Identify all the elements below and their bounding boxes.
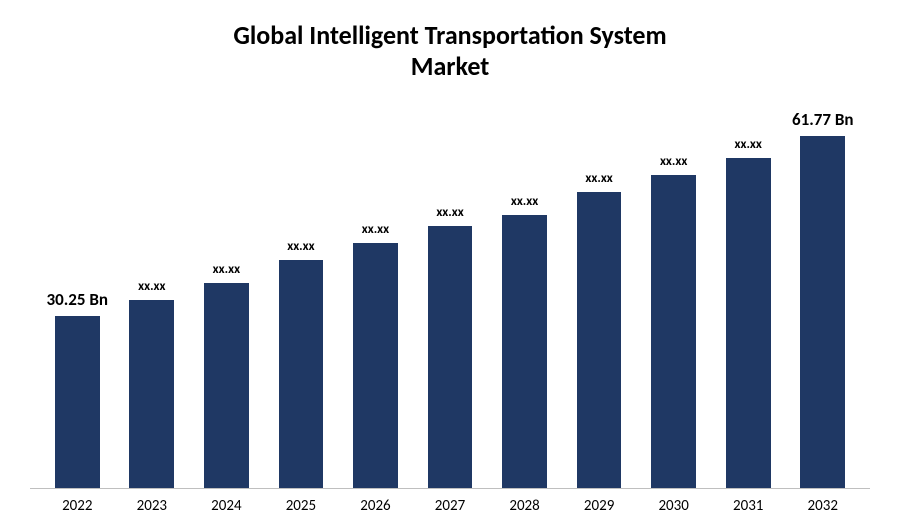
plot-area: 30.25 Bn xx.xx xx.xx xx.xx xx.xx xx.xx xx.xx xx… — [30, 92, 870, 489]
bar — [55, 316, 100, 488]
x-tick-label: 2024 — [189, 497, 264, 515]
bar-group: xx.xx — [189, 92, 264, 488]
bar — [204, 283, 249, 488]
bar — [651, 175, 696, 488]
x-tick-label: 2022 — [40, 497, 115, 515]
bar-value-label: 61.77 Bn — [792, 109, 854, 130]
bar-group: xx.xx — [487, 92, 562, 488]
chart-title: Global Intelligent Transportation System… — [30, 20, 870, 82]
bar-group: xx.xx — [562, 92, 637, 488]
bar-value-label: xx.xx — [436, 205, 463, 220]
bar — [726, 158, 771, 488]
bar-value-label: xx.xx — [585, 171, 612, 186]
bar — [577, 192, 622, 488]
bar-value-label: xx.xx — [511, 194, 538, 209]
bar-group: xx.xx — [115, 92, 190, 488]
x-tick-label: 2031 — [711, 497, 786, 515]
bar-value-label: xx.xx — [660, 154, 687, 169]
bar-group: 61.77 Bn — [785, 92, 860, 488]
bar-group: xx.xx — [338, 92, 413, 488]
bar — [428, 226, 473, 488]
x-tick-label: 2026 — [338, 497, 413, 515]
x-tick-label: 2032 — [785, 497, 860, 515]
bar-value-label: xx.xx — [362, 222, 389, 237]
bar — [502, 215, 547, 488]
bar-value-label: xx.xx — [287, 239, 314, 254]
x-tick-label: 2023 — [115, 497, 190, 515]
bar-group: xx.xx — [413, 92, 488, 488]
x-axis: 2022202320242025202620272028202920302031… — [30, 489, 870, 515]
x-tick-label: 2030 — [636, 497, 711, 515]
title-line-2: Market — [411, 50, 490, 82]
bar-group: xx.xx — [636, 92, 711, 488]
bar — [279, 260, 324, 488]
x-tick-label: 2028 — [487, 497, 562, 515]
bar-group: 30.25 Bn — [40, 92, 115, 488]
x-tick-label: 2029 — [562, 497, 637, 515]
bar-value-label: 30.25 Bn — [47, 289, 109, 310]
bar — [800, 136, 845, 488]
title-line-1: Global Intelligent Transportation System — [233, 19, 666, 51]
x-tick-label: 2027 — [413, 497, 488, 515]
bar — [353, 243, 398, 488]
chart-container: Global Intelligent Transportation System… — [0, 0, 900, 525]
bar-value-label: xx.xx — [138, 279, 165, 294]
bar — [129, 300, 174, 488]
x-tick-label: 2025 — [264, 497, 339, 515]
bar-group: xx.xx — [264, 92, 339, 488]
bar-value-label: xx.xx — [213, 262, 240, 277]
bar-group: xx.xx — [711, 92, 786, 488]
bar-value-label: xx.xx — [735, 137, 762, 152]
